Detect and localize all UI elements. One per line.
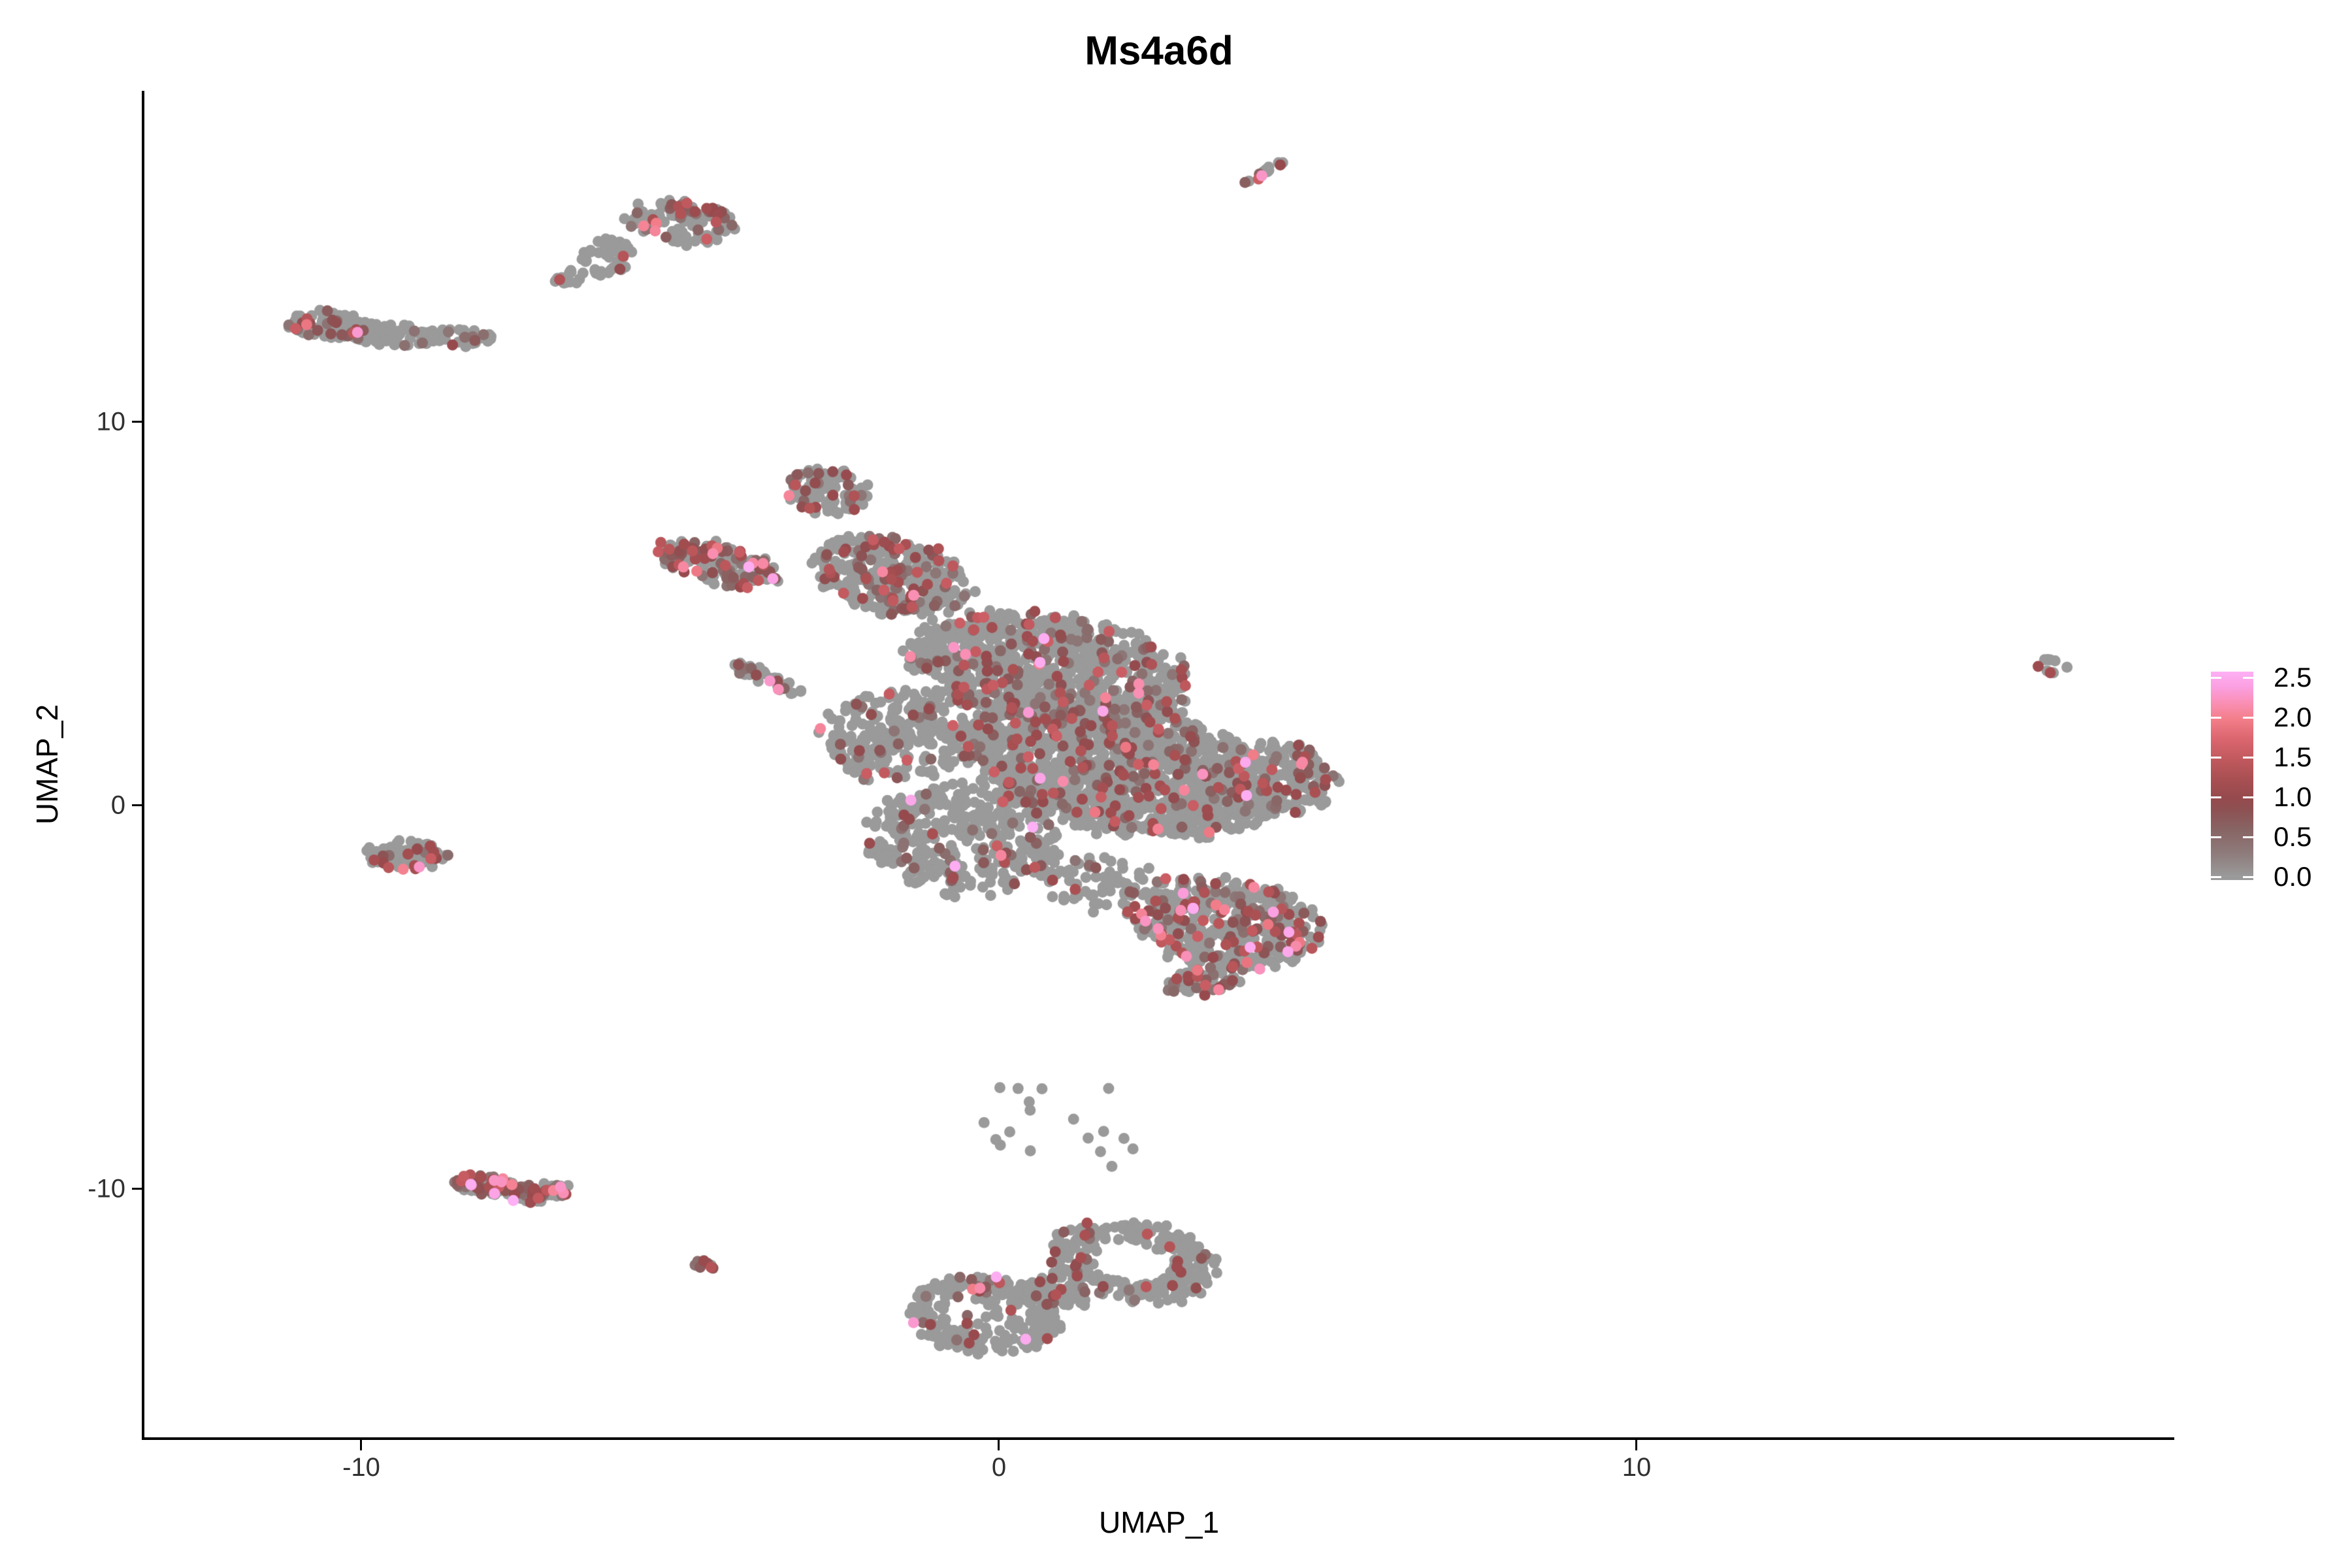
x-tick-label: 0 (991, 1453, 1007, 1482)
y-tick-label: -10 (88, 1174, 125, 1203)
legend-tick-label: 2.5 (2274, 662, 2312, 693)
legend-tick-mark (2211, 796, 2221, 798)
x-tick-mark (360, 1440, 362, 1450)
legend-gradient-bar (2211, 672, 2253, 880)
legend-tick-label: 2.0 (2274, 702, 2312, 732)
legend-tick-label: 1.5 (2274, 742, 2312, 772)
legend-tick-label: 1.0 (2274, 781, 2312, 812)
y-tick-label: 10 (96, 407, 126, 436)
legend-tick-mark (2243, 676, 2253, 679)
legend-tick-mark (2211, 836, 2221, 838)
legend-tick-mark (2211, 756, 2221, 759)
legend-tick-mark (2243, 756, 2253, 759)
legend-tick-mark (2211, 875, 2221, 878)
y-tick-mark (132, 1188, 142, 1190)
legend-tick-mark (2243, 875, 2253, 878)
legend-tick-mark (2243, 716, 2253, 719)
x-tick-label: -10 (342, 1453, 380, 1482)
y-tick-label: 0 (110, 791, 125, 820)
x-tick-mark (1635, 1440, 1637, 1450)
legend-tick-label: 0.5 (2274, 821, 2312, 852)
x-tick-label: 10 (1622, 1453, 1652, 1482)
chart-title: Ms4a6d (1085, 28, 1233, 74)
legend-tick-mark (2243, 836, 2253, 838)
y-axis-line (142, 91, 144, 1440)
x-axis-label: UMAP_1 (1098, 1505, 1220, 1539)
x-axis-line (142, 1437, 2174, 1440)
y-tick-mark (132, 421, 142, 423)
y-tick-mark (132, 804, 142, 806)
legend-tick-mark (2211, 676, 2221, 679)
legend-tick-mark (2211, 716, 2221, 719)
legend-tick-mark (2243, 796, 2253, 798)
x-tick-mark (998, 1440, 1000, 1450)
y-axis-label: UMAP_2 (30, 704, 64, 825)
legend-tick-label: 0.0 (2274, 861, 2312, 892)
